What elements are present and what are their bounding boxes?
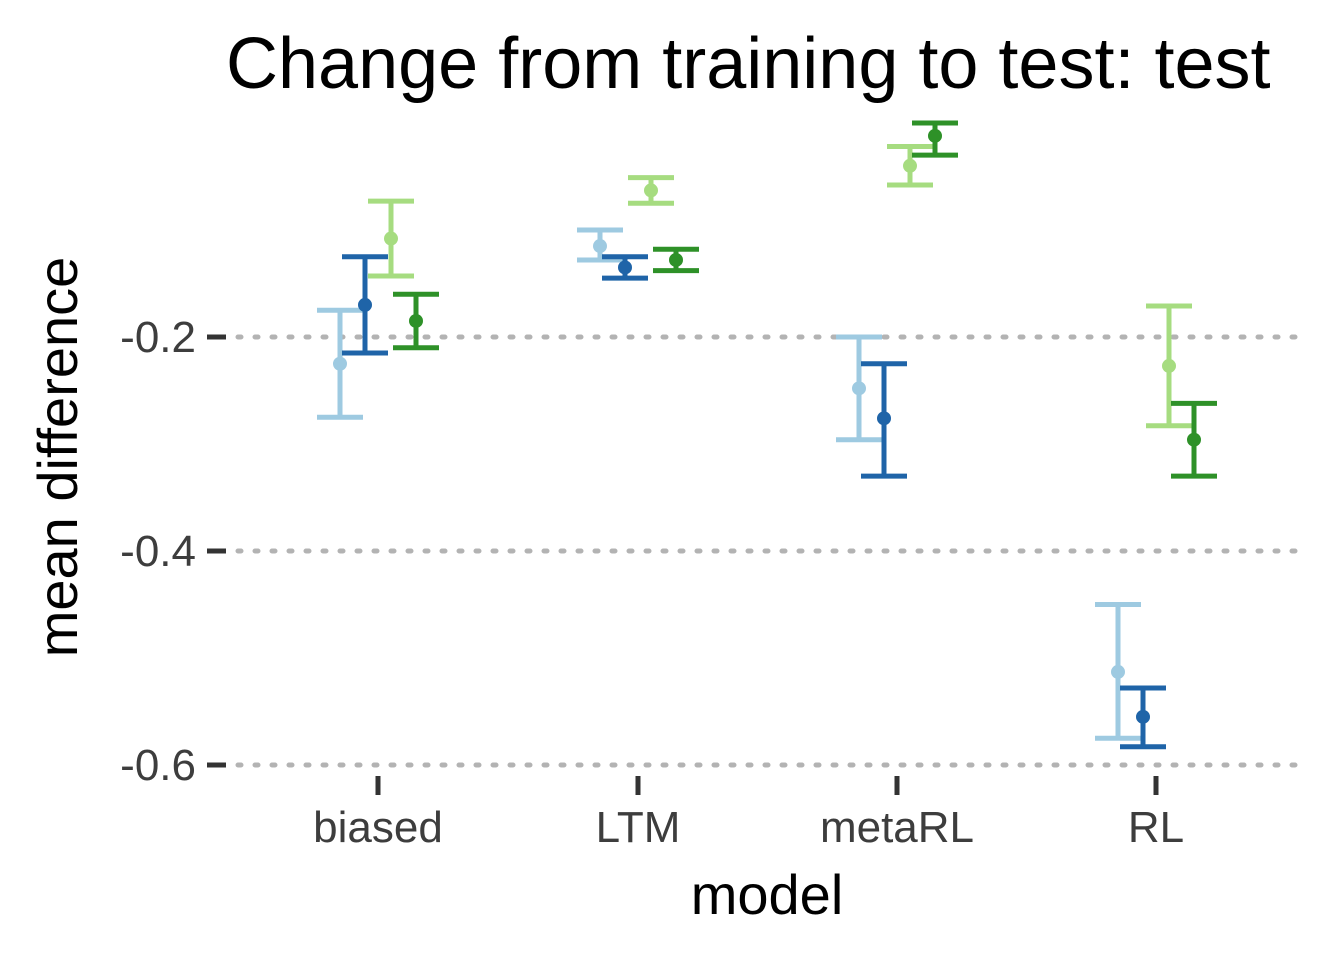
mean-point: [1136, 709, 1150, 724]
mean-point: [358, 297, 372, 312]
series-2: [342, 254, 1166, 750]
series-1: [317, 227, 1141, 741]
x-tick-label: RL: [1128, 803, 1184, 852]
mean-point: [409, 313, 423, 328]
y-axis-title: mean difference: [26, 257, 89, 658]
mean-point: [1162, 358, 1176, 373]
x-axis-title: model: [691, 863, 844, 926]
mean-point: [618, 260, 632, 275]
mean-point: [1111, 664, 1125, 679]
mean-point: [593, 239, 607, 254]
mean-point: [644, 183, 658, 198]
x-tick-label: LTM: [596, 803, 681, 852]
mean-point: [669, 252, 683, 267]
mean-point: [1187, 432, 1201, 447]
mean-point: [877, 411, 891, 426]
x-tick-label: biased: [313, 803, 443, 852]
mean-point: [333, 356, 347, 371]
gridlines: [235, 334, 1303, 768]
x-axis: biased LTM metaRL RL: [313, 776, 1184, 852]
error-bars: [317, 120, 1217, 750]
y-tick-label: -0.6: [120, 741, 196, 790]
y-tick-label: -0.2: [120, 313, 196, 362]
chart-title: Change from training to test: test: [226, 24, 1271, 104]
x-tick-label: metaRL: [820, 803, 974, 852]
y-axis: -0.2 -0.4 -0.6: [120, 313, 226, 790]
mean-point: [903, 158, 917, 173]
y-tick-label: -0.4: [120, 527, 196, 576]
mean-point: [384, 231, 398, 246]
mean-point: [928, 128, 942, 143]
series-3: [368, 144, 1192, 429]
mean-point: [852, 381, 866, 396]
series-4: [393, 120, 1217, 479]
